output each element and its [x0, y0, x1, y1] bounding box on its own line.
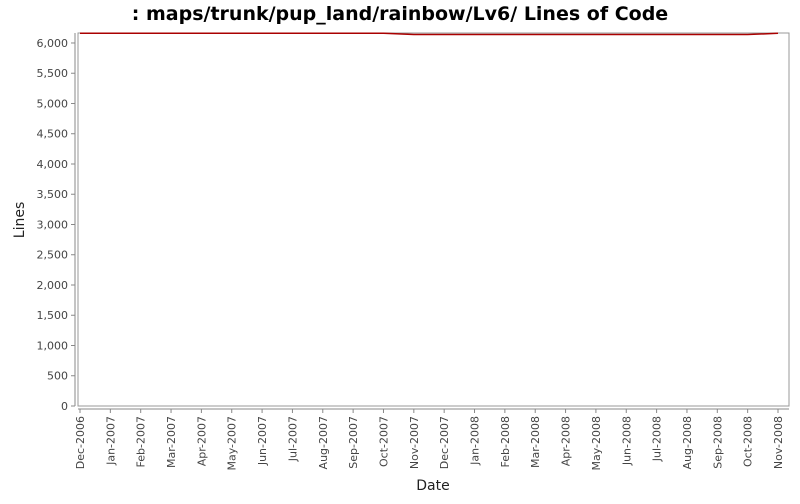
y-tick-label: 2,500 — [37, 249, 69, 262]
x-tick-label: May-2007 — [226, 416, 239, 471]
x-tick-label: Oct-2008 — [742, 416, 755, 467]
x-tick-label: Feb-2007 — [135, 416, 148, 467]
y-tick-label: 0 — [61, 400, 68, 413]
y-axis-label: Lines — [12, 202, 28, 238]
x-tick-label: Sep-2007 — [347, 416, 360, 469]
x-tick-label: Jul-2007 — [286, 416, 299, 462]
x-tick-label: Feb-2008 — [499, 416, 512, 467]
y-tick-label: 4,500 — [37, 128, 69, 141]
y-tick-label: 6,000 — [37, 37, 69, 50]
y-tick-label: 3,000 — [37, 218, 69, 231]
x-tick-label: Nov-2008 — [772, 416, 785, 469]
y-tick-label: 5,500 — [37, 67, 69, 80]
x-tick-label: Dec-2006 — [74, 416, 87, 469]
x-tick-label: Mar-2007 — [165, 416, 178, 468]
x-tick-label: Aug-2008 — [681, 416, 694, 469]
x-tick-label: Jul-2008 — [651, 416, 664, 462]
x-tick-label: Dec-2007 — [438, 416, 451, 469]
y-tick-label: 5,000 — [37, 97, 69, 110]
x-tick-label: Apr-2008 — [560, 416, 573, 466]
x-tick-label: Mar-2008 — [529, 416, 542, 468]
line — [80, 32, 779, 36]
y-tick-label: 1,000 — [37, 339, 69, 352]
y-tick-label: 3,500 — [37, 188, 69, 201]
plot-area — [77, 32, 790, 407]
chart-title: : maps/trunk/pup_land/rainbow/Lv6/ Lines… — [132, 3, 668, 25]
x-tick-label: Jun-2007 — [256, 416, 269, 466]
x-tick-label: Jan-2007 — [104, 416, 117, 466]
x-tick-label: Nov-2007 — [408, 416, 421, 469]
x-tick-label: Jan-2008 — [469, 416, 482, 466]
x-tick-label: Oct-2007 — [377, 416, 390, 467]
y-tick-label: 500 — [47, 370, 68, 383]
x-tick-label: Aug-2007 — [317, 416, 330, 469]
x-tick-label: May-2008 — [590, 416, 603, 471]
x-tick-label: Sep-2008 — [711, 416, 724, 469]
x-tick-label: Apr-2007 — [195, 416, 208, 466]
y-tick-label: 1,500 — [37, 309, 69, 322]
y-tick-label: 4,000 — [37, 158, 69, 171]
y-tick-label: 2,000 — [37, 279, 69, 292]
x-tick-label: Jun-2008 — [620, 416, 633, 466]
x-axis-label: Date — [416, 478, 449, 494]
